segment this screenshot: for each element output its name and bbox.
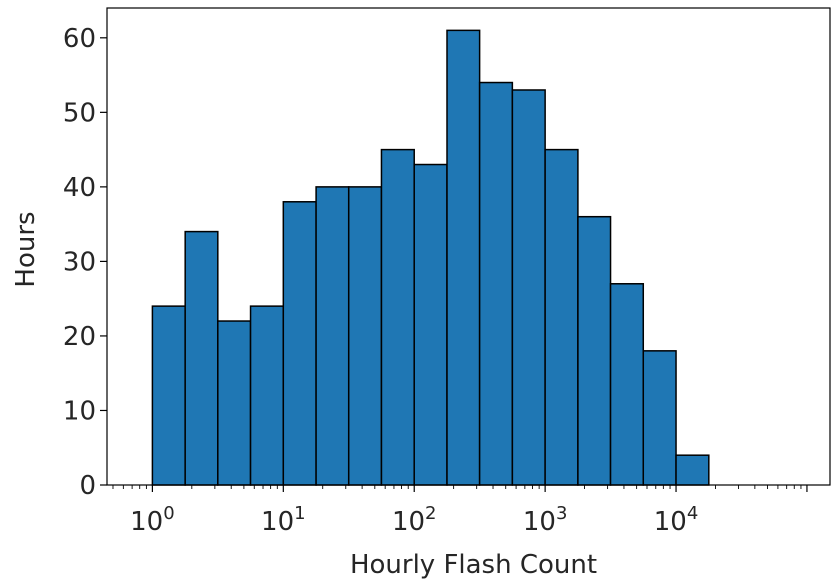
histogram-bar [249,305,285,486]
histogram-bar [217,320,252,486]
histogram-bar [413,163,448,486]
histogram-bar [347,186,383,486]
histogram-bar [577,215,612,486]
histogram-bar [478,81,514,486]
x-axis-label: Hourly Flash Count [350,550,597,580]
x-axis-ticks: 100 101 102 103 104 [112,485,808,537]
histogram-bar [511,89,546,486]
histogram-bar [609,283,645,486]
y-axis-label: Hours [11,211,41,287]
y-tick-label: 10 [63,396,96,426]
bars-group [151,29,710,486]
x-tick-label: 103 [523,503,568,537]
histogram-bar [184,230,219,486]
x-tick-label: 101 [261,503,306,537]
histogram-bar [446,29,481,486]
y-tick-label: 40 [63,173,96,203]
x-tick-label: 100 [130,503,175,537]
histogram-bar [675,454,710,486]
histogram-bar [151,305,186,486]
y-tick-label: 20 [63,322,96,352]
y-axis-ticks: 0 10 20 30 40 50 60 [63,24,107,501]
histogram-bar [544,148,579,486]
x-tick-label: 104 [654,503,699,537]
histogram-bar [380,148,415,486]
y-tick-label: 50 [63,98,96,128]
histogram-bar [315,186,350,486]
y-tick-label: 60 [63,24,96,54]
y-tick-label: 0 [79,471,96,501]
plot-area-frame [106,7,831,486]
histogram-bar [282,201,317,486]
histogram-bar [642,350,677,486]
y-tick-label: 30 [63,247,96,277]
x-tick-label: 102 [392,503,437,537]
